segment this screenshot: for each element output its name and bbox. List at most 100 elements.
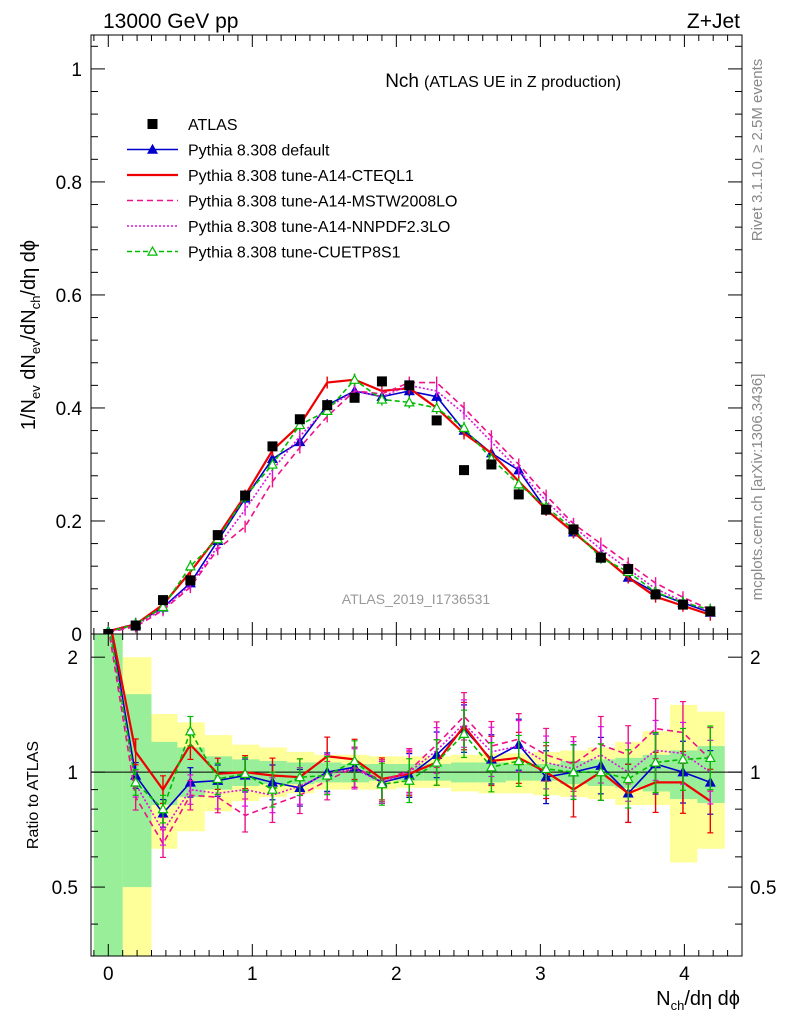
y-tick-label-main: 0.2 <box>56 512 82 533</box>
y-tick-label-main: 1 <box>71 60 82 81</box>
series-line <box>108 384 711 633</box>
y-tick-label-main: 0.4 <box>56 399 83 420</box>
ratio-marker <box>266 783 278 794</box>
y-tick-label-main: 0.8 <box>56 173 82 194</box>
series-marker <box>266 458 278 469</box>
atlas-data-point <box>349 392 360 403</box>
header-collision-label: 13000 GeV pp <box>103 10 238 33</box>
legend-atlas-marker <box>147 119 158 129</box>
x-tick-label: 2 <box>391 964 402 985</box>
header-process-label: Z+Jet <box>687 10 740 33</box>
x-axis-title: Nch/dη dϕ <box>656 988 740 1013</box>
ratio-marker <box>321 769 333 780</box>
atlas-data-point <box>431 415 442 426</box>
atlas-data-point <box>158 595 169 606</box>
ratio-marker <box>376 778 388 789</box>
legend-label: Pythia 8.308 tune-A14-NNPDF2.3LO <box>188 219 450 236</box>
y-axis-title-text: 1/Nev dNev/dNch/dη dϕ <box>18 240 43 430</box>
atlas-data-point <box>486 459 497 470</box>
series-marker <box>376 393 388 404</box>
atlas-data-point <box>130 620 141 631</box>
x-tick-label: 3 <box>535 964 546 985</box>
legend-marker <box>146 143 159 154</box>
y-tick-label-ratio: 2 <box>67 648 78 669</box>
ratio-marker <box>650 756 662 767</box>
main-series-group <box>103 373 716 634</box>
axis-ticks: 0 1 2 3 4 0 0.2 0.4 0.6 0.8 1 0.5 0.5 1 1 2 2 <box>52 35 776 985</box>
atlas-data-point <box>623 564 634 575</box>
ratio-marker <box>157 803 169 814</box>
legend-label: Pythia 8.308 tune-CUETP8S1 <box>188 245 401 262</box>
atlas-data-point <box>677 599 688 610</box>
legend: ATLAS Pythia 8.308 default Pythia 8.308 tu… <box>127 117 457 262</box>
ratio-marker <box>622 773 634 784</box>
ratio-marker <box>294 771 306 782</box>
ratio-plot-frame <box>90 633 743 957</box>
legend-label: Pythia 8.308 tune-A14-CTEQL1 <box>188 168 414 185</box>
x-tick-label: 4 <box>679 964 690 985</box>
y-tick-label-main: 0 <box>71 625 82 646</box>
y-tick-label-main: 0.6 <box>56 286 82 307</box>
ratio-marker <box>239 768 251 779</box>
ratio-series-group <box>108 634 716 858</box>
series-marker <box>403 396 415 407</box>
ratio-marker <box>485 761 497 772</box>
ratio-marker <box>212 773 224 784</box>
legend-atlas-label: ATLAS <box>188 117 238 134</box>
atlas-data-point <box>513 489 524 500</box>
series-marker <box>513 478 525 489</box>
ratio-marker <box>403 774 415 785</box>
series-marker <box>321 405 333 415</box>
atlas-data-point <box>595 552 606 563</box>
ratio-marker <box>184 725 196 736</box>
x-tick-label: 0 <box>103 964 114 985</box>
atlas-data-point <box>568 524 579 535</box>
ratio-marker <box>513 755 525 766</box>
series-marker <box>157 601 169 612</box>
ratio-marker <box>677 753 689 764</box>
ratio-marker <box>595 766 607 777</box>
atlas-data-point <box>541 504 552 515</box>
atlas-data-point <box>650 589 661 600</box>
series-line <box>108 378 711 633</box>
atlas-data-point <box>459 465 470 476</box>
atlas-data-point <box>267 441 278 452</box>
series-marker <box>431 402 443 413</box>
ratio-marker <box>431 756 443 767</box>
plot-subtitle: (ATLAS UE in Z production) <box>424 74 621 91</box>
y-tick-label-ratio: 1 <box>67 763 78 784</box>
y-axis-title: 1/Nev dNev/dNch/dη dϕ <box>18 240 43 430</box>
y-tick-label-ratio-right: 1 <box>750 763 761 784</box>
series-marker <box>294 419 306 430</box>
rivet-version-label: Rivet 3.1.10, ≥ 2.5M events <box>749 59 766 242</box>
atlas-data-point <box>240 490 251 501</box>
legend-label: Pythia 8.308 tune-A14-MSTW2008LO <box>188 194 457 211</box>
ratio-axis-title: Ratio to ATLAS <box>25 741 42 849</box>
atlas-data-point <box>212 530 223 541</box>
analysis-id-label: ATLAS_2019_I1736531 <box>342 591 491 607</box>
ratio-marker <box>349 755 361 766</box>
atlas-data-point <box>404 380 415 391</box>
atlas-data-point <box>376 376 387 387</box>
legend-marker <box>146 245 159 256</box>
y-tick-label-ratio: 0.5 <box>52 878 78 899</box>
ratio-marker <box>458 728 470 739</box>
ratio-marker <box>130 776 142 787</box>
ratio-marker <box>704 752 716 763</box>
atlas-data-point <box>322 400 333 411</box>
atlas-data-point <box>705 606 716 617</box>
mcplots-reference-label: mcplots.cern.ch [arXiv:1306.3436] <box>749 374 766 601</box>
atlas-data-point <box>294 414 305 425</box>
ratio-marker <box>567 766 580 777</box>
plot-title: Nch <box>385 71 419 92</box>
ratio-series-line <box>109 634 711 811</box>
atlas-data-point <box>103 629 114 634</box>
y-tick-label-ratio-right: 2 <box>750 648 761 669</box>
series-marker <box>458 422 470 432</box>
atlas-data-point <box>185 575 196 586</box>
ratio-marker <box>540 763 552 774</box>
series-marker <box>349 373 361 384</box>
legend-label: Pythia 8.308 default <box>188 143 330 160</box>
x-tick-label: 1 <box>247 964 258 985</box>
